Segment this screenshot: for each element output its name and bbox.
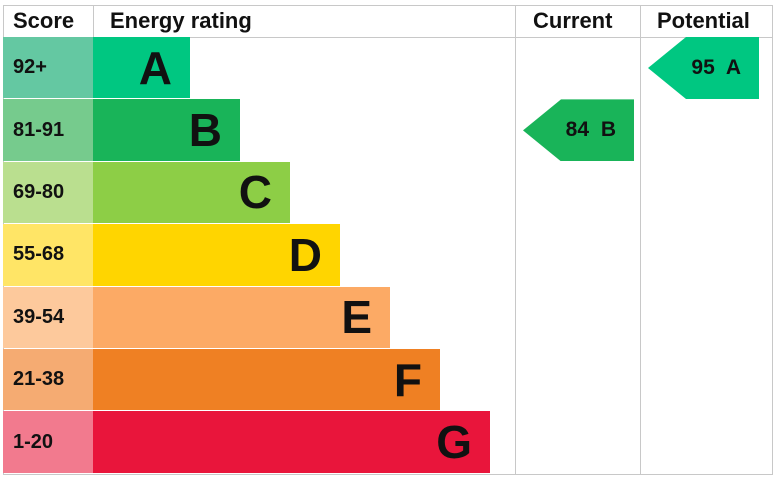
divider	[3, 5, 773, 6]
divider	[3, 474, 773, 475]
band-bar-c: C	[93, 161, 290, 224]
score-e: 39-54	[3, 286, 93, 348]
score-g: 1-20	[3, 411, 93, 473]
divider	[515, 5, 516, 475]
score-b: 81-91	[3, 99, 93, 161]
divider	[772, 5, 773, 475]
header-energy-rating: Energy rating	[110, 8, 252, 33]
potential-rating-arrow: 95 A	[648, 37, 759, 99]
header-potential: Potential	[657, 8, 750, 33]
current-rating-arrow: 84 B	[523, 99, 634, 162]
divider	[3, 37, 773, 38]
score-a: 92+	[3, 37, 93, 99]
header-score: Score	[13, 8, 75, 33]
band-bar-a: A	[93, 37, 190, 99]
header-current: Current	[533, 8, 613, 33]
score-d: 55-68	[3, 224, 93, 286]
band-bar-f: F	[93, 349, 440, 411]
band-bar-b: B	[93, 99, 240, 161]
band-bar-d: D	[93, 224, 340, 286]
score-c: 69-80	[3, 161, 93, 224]
score-f: 21-38	[3, 349, 93, 411]
band-bar-e: E	[93, 286, 390, 348]
divider	[640, 5, 641, 475]
divider	[93, 5, 94, 37]
band-bar-g: G	[93, 411, 490, 473]
